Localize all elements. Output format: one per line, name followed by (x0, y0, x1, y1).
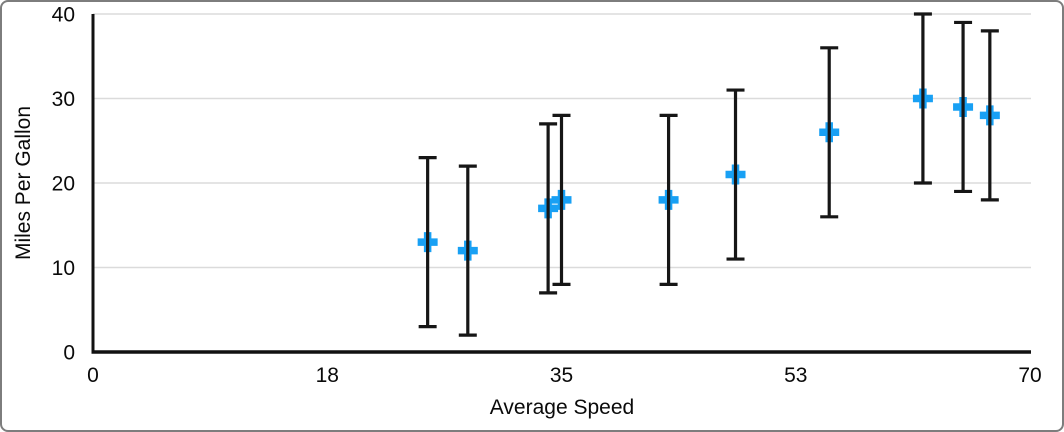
y-axis-title: Miles Per Gallon (12, 106, 35, 260)
error-bar (980, 29, 999, 202)
y-tick-label: 40 (52, 4, 75, 27)
error-bar (539, 122, 558, 295)
y-tick-label: 10 (52, 257, 75, 280)
error-bars-layer (418, 12, 999, 337)
x-tick-label: 35 (550, 364, 573, 387)
error-bar (458, 164, 477, 337)
x-axis-title: Average Speed (490, 396, 634, 419)
error-bar (659, 113, 678, 286)
error-bar (954, 20, 973, 194)
error-bar (726, 88, 745, 261)
x-tick-label: 18 (316, 364, 339, 387)
tick-labels-layer: 0 10 20 30 40 0 18 35 53 70 (52, 4, 1042, 388)
error-bar (820, 46, 839, 219)
x-tick-label: 0 (87, 364, 99, 387)
y-tick-label: 20 (52, 173, 75, 196)
data-points-layer (417, 88, 1000, 261)
x-tick-label: 70 (1018, 364, 1041, 387)
y-tick-label: 0 (63, 342, 75, 365)
error-bar (552, 113, 571, 286)
axes-layer (91, 14, 1031, 354)
x-tick-label: 53 (784, 364, 807, 387)
error-bar (913, 12, 932, 185)
error-bar (418, 156, 437, 329)
y-tick-label: 30 (52, 88, 75, 111)
